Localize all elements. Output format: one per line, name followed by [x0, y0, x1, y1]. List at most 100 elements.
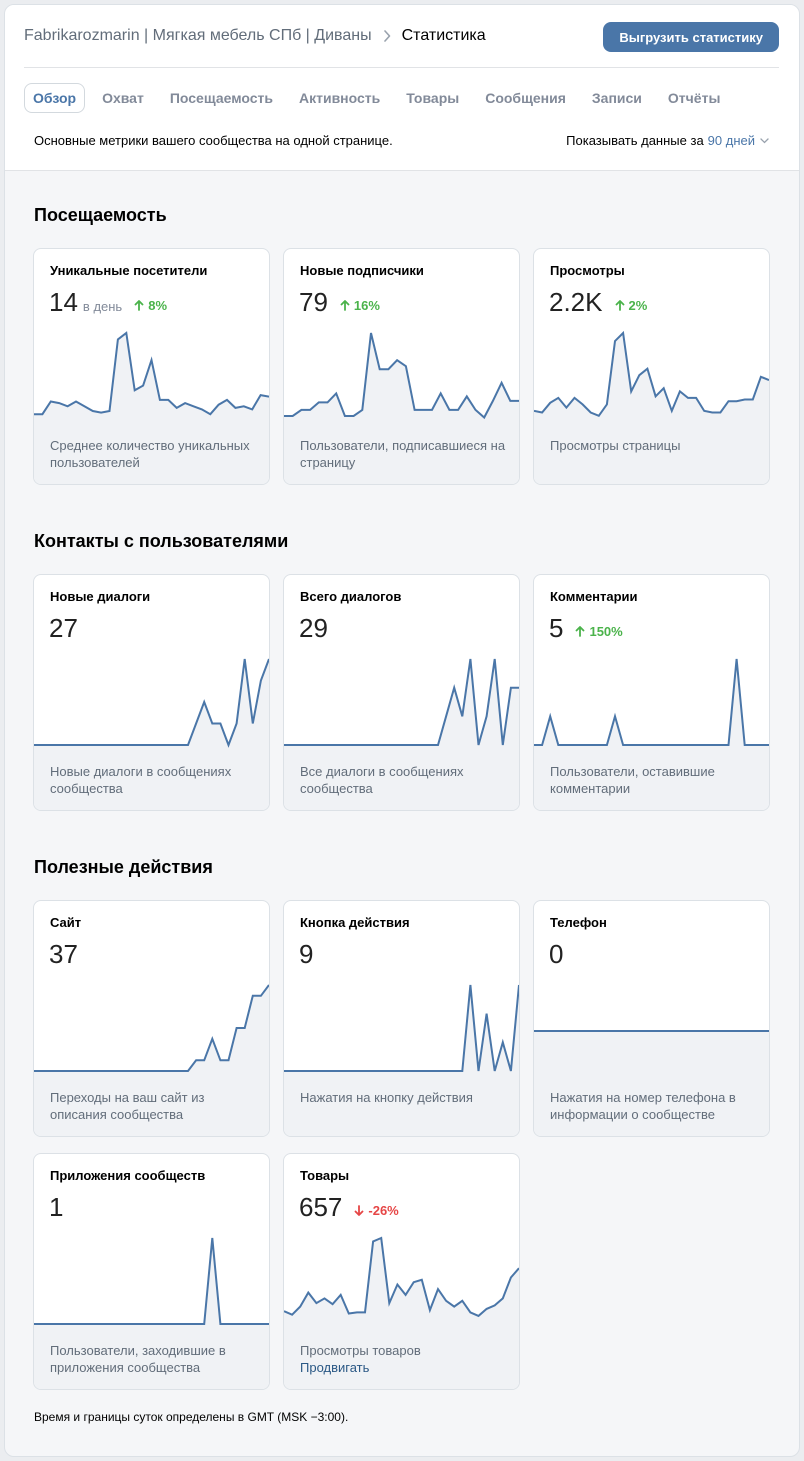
card-title: Кнопка действия	[300, 915, 410, 930]
tab-1[interactable]: Охват	[102, 90, 144, 106]
metric-value: 9	[299, 939, 314, 969]
metric-change: 2%	[615, 298, 648, 313]
statistics-page: Fabrikarozmarin | Мягкая мебель СПб | Ди…	[4, 4, 800, 1457]
breadcrumb-community[interactable]: Fabrikarozmarin | Мягкая мебель СПб | Ди…	[24, 27, 372, 44]
header-divider	[24, 67, 779, 68]
card-description: Просмотры товаров Продвигать	[300, 1342, 510, 1376]
metric-card[interactable]: Всего диалогов 29 Все диалоги в сообщениях…	[283, 574, 520, 811]
card-description-text: Просмотры товаров	[300, 1343, 421, 1358]
sparkline-line	[34, 985, 269, 1071]
sparkline-area	[34, 659, 269, 755]
sparkline-area	[534, 333, 769, 429]
card-description-text: Просмотры страницы	[550, 438, 681, 453]
card-metric: 9	[299, 939, 313, 970]
tab-3[interactable]: Активность	[299, 90, 381, 106]
card-title: Просмотры	[550, 263, 625, 278]
period-value[interactable]: 90 дней	[707, 133, 755, 148]
metric-value: 29	[299, 613, 328, 643]
sparkline-chart	[284, 655, 519, 755]
sparkline-area	[34, 333, 269, 429]
card-description: Среднее количество уникальных пользовате…	[50, 437, 260, 471]
sparkline-area	[284, 659, 519, 755]
card-metric: 5 150%	[549, 613, 623, 644]
metric-change: 8%	[134, 298, 167, 313]
card-title: Сайт	[50, 915, 82, 930]
card-description-text: Все диалоги в сообщениях сообщества	[300, 764, 464, 796]
period-label: Показывать данные за	[566, 133, 704, 148]
tab-2[interactable]: Посещаемость	[169, 90, 273, 106]
sparkline-bg	[34, 429, 269, 484]
card-metric: 37	[49, 939, 78, 970]
sparkline-bg	[34, 1081, 269, 1136]
card-description-text: Пользователи, оставившие комментарии	[550, 764, 715, 796]
tab-4[interactable]: Товары	[406, 90, 460, 106]
card-title: Приложения сообществ	[50, 1168, 206, 1183]
arrow-up-icon	[615, 300, 624, 311]
card-title: Всего диалогов	[300, 589, 402, 604]
sparkline-bg	[284, 755, 519, 810]
change-percent: 2%	[628, 298, 648, 313]
period-selector[interactable]: Показывать данные за 90 дней	[566, 133, 769, 148]
sparkline-chart	[34, 981, 269, 1081]
change-percent: -26%	[368, 1203, 399, 1218]
metric-card[interactable]: Товары 657 -26% Просмотры товаров Продвигать	[283, 1153, 520, 1390]
metric-value: 2.2K	[549, 287, 603, 317]
sparkline-chart	[284, 1234, 519, 1334]
metric-card[interactable]: Новые диалоги 27 Новые диалоги в сообщения…	[33, 574, 270, 811]
sparkline-area	[34, 985, 269, 1081]
sparkline-area	[284, 333, 519, 429]
tab-6[interactable]: Записи	[591, 90, 642, 106]
sparkline-line	[34, 659, 269, 745]
card-metric: 1	[49, 1192, 63, 1223]
card-description-text: Новые диалоги в сообщениях сообщества	[50, 764, 232, 796]
metric-card[interactable]: Просмотры 2.2K 2% Просмотры страницы	[533, 248, 770, 485]
section-title: Контакты с пользователями	[34, 531, 289, 551]
card-metric: 14 в день 8%	[49, 287, 167, 318]
card-description: Нажатия на кнопку действия	[300, 1089, 510, 1106]
metric-card[interactable]: Приложения сообществ 1 Пользователи, заход…	[33, 1153, 270, 1390]
metric-value: 14	[49, 287, 78, 317]
sparkline-chart	[34, 655, 269, 755]
card-description: Переходы на ваш сайт из описания сообщес…	[50, 1089, 260, 1123]
card-title: Новые диалоги	[50, 589, 151, 604]
section-title: Полезные действия	[34, 857, 213, 877]
card-description-text: Пользователи, подписавшиеся на страницу	[300, 438, 506, 470]
card-metric: 79 16%	[299, 287, 380, 318]
sparkline-area	[534, 659, 769, 755]
metric-card[interactable]: Уникальные посетители 14 в день 8% Среднее к…	[33, 248, 270, 485]
card-description: Просмотры страницы	[550, 437, 760, 454]
tab-7[interactable]: Отчёты	[667, 90, 721, 106]
metric-card[interactable]: Новые подписчики 79 16% Пользователи, подпи…	[283, 248, 520, 485]
metric-card[interactable]: Сайт 37 Переходы на ваш сайт из описания с…	[33, 900, 270, 1137]
arrow-up-icon	[340, 300, 350, 311]
metric-value: 37	[49, 939, 78, 969]
tab-5[interactable]: Сообщения	[485, 90, 566, 106]
page-header: Fabrikarozmarin | Мягкая мебель СПб | Ди…	[5, 5, 799, 171]
sparkline-line	[284, 1238, 519, 1316]
sparkline-chart	[534, 655, 769, 755]
export-stats-button[interactable]: Выгрузить статистику	[603, 22, 779, 52]
metric-change: -26%	[354, 1203, 399, 1218]
breadcrumb-current: Статистика	[401, 27, 486, 44]
tab-0[interactable]: Обзор	[24, 83, 86, 113]
sparkline-line	[534, 333, 769, 416]
card-description: Пользователи, заходившие в приложения со…	[50, 1342, 260, 1376]
metric-card[interactable]: Телефон 0 Нажатия на номер телефона в инфо…	[533, 900, 770, 1137]
metric-card[interactable]: Кнопка действия 9 Нажатия на кнопку действ…	[283, 900, 520, 1137]
metric-card[interactable]: Комментарии 5 150% Пользователи, оставившие…	[533, 574, 770, 811]
sparkline-line	[284, 985, 519, 1071]
card-metric: 27	[49, 613, 78, 644]
card-description: Новые диалоги в сообщениях сообщества	[50, 763, 260, 797]
section-title: Посещаемость	[34, 205, 167, 225]
card-title: Новые подписчики	[300, 263, 424, 278]
sparkline-bg	[34, 1334, 269, 1389]
sparkline-chart	[534, 329, 769, 429]
arrow-up-icon	[576, 626, 585, 637]
promote-link[interactable]: Продвигать	[300, 1360, 370, 1375]
chevron-down-icon	[760, 137, 769, 143]
sparkline-area	[34, 1238, 269, 1334]
sparkline-line	[34, 333, 269, 414]
metric-value: 5	[549, 613, 564, 643]
card-description-text: Нажатия на номер телефона в информации о…	[550, 1090, 736, 1122]
metric-unit: в день	[82, 299, 123, 314]
